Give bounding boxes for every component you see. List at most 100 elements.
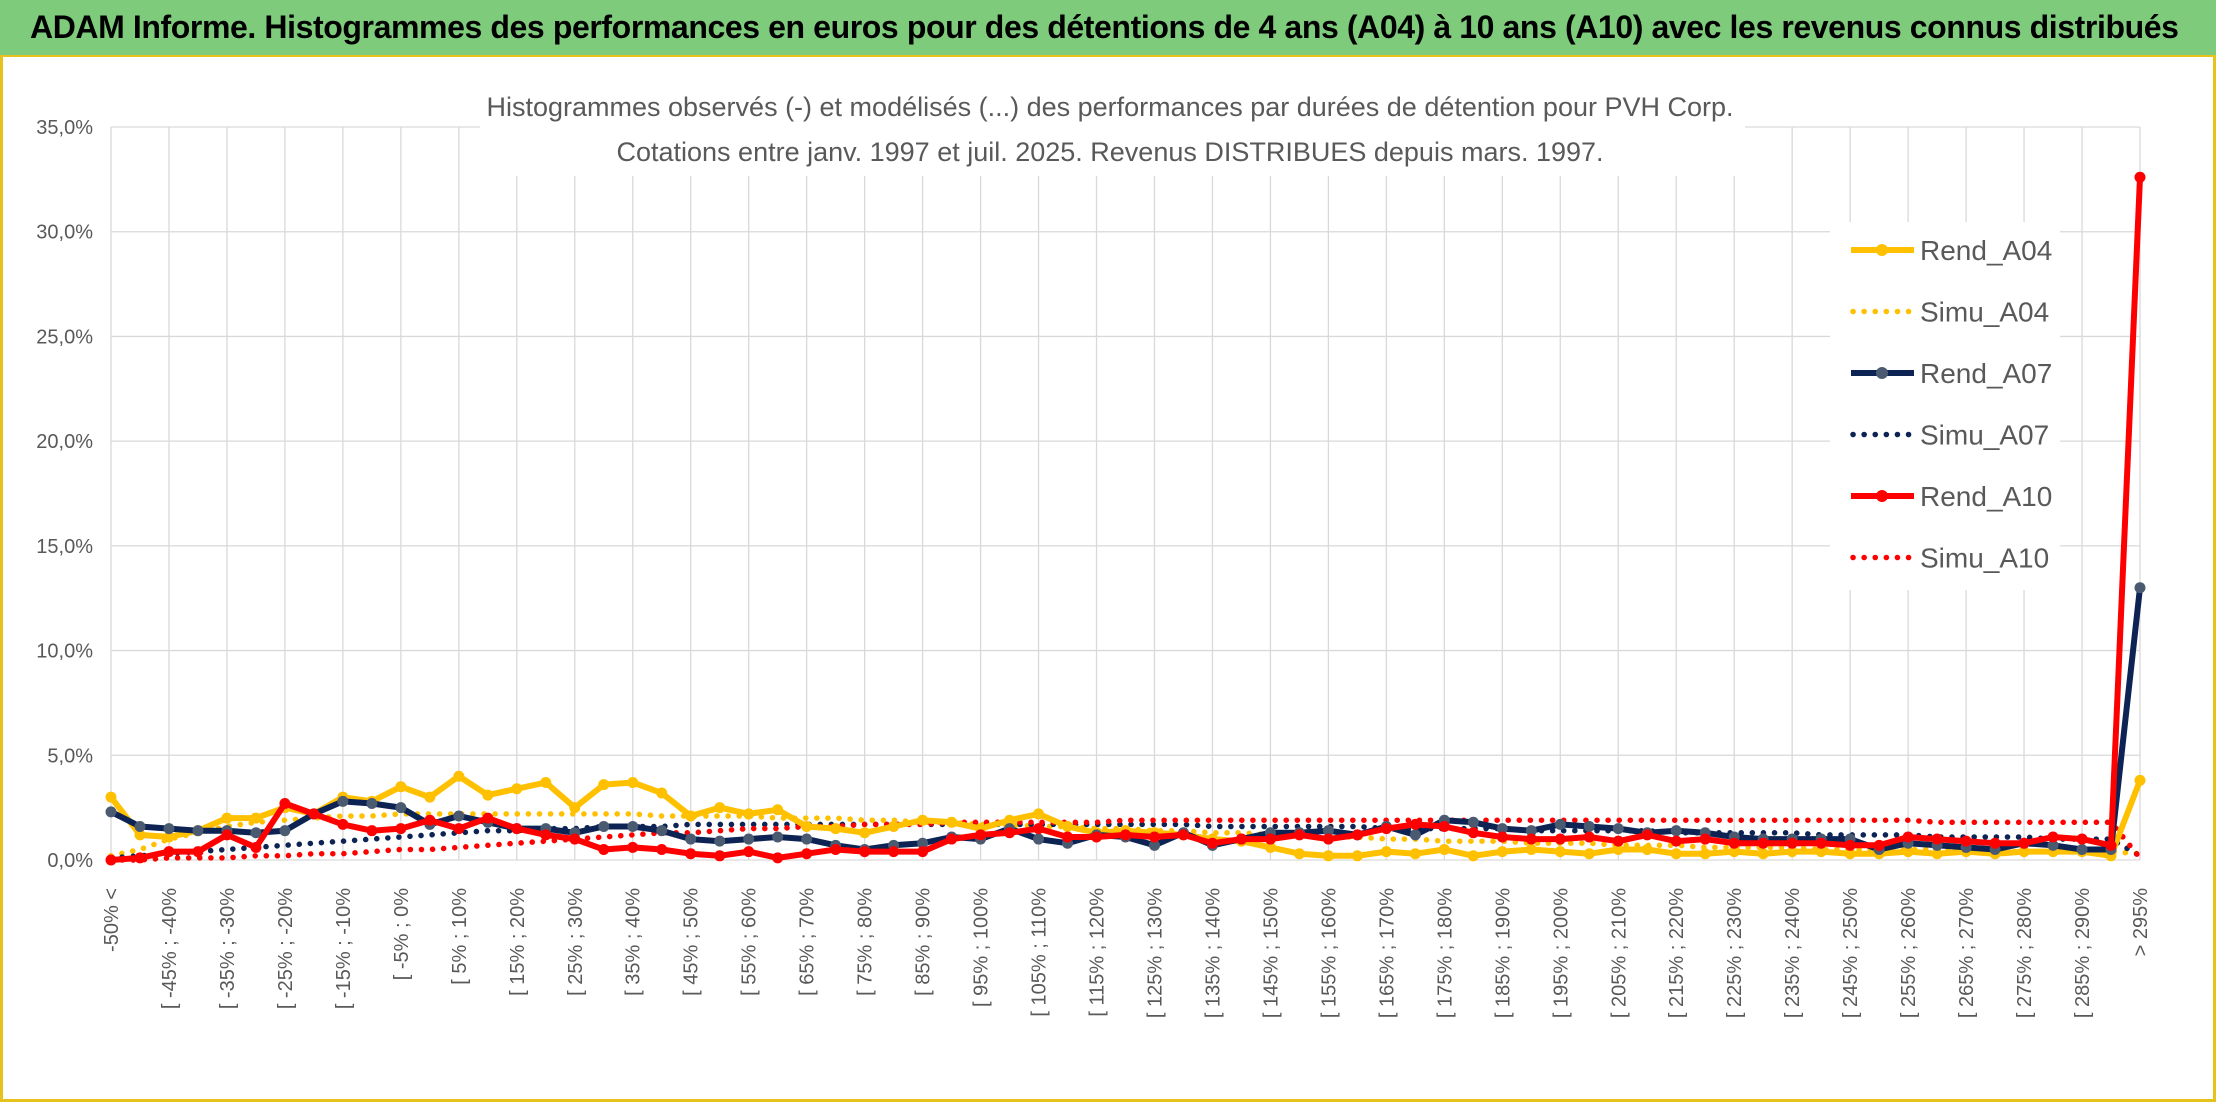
data-point-rend-a10 <box>1004 827 1016 839</box>
data-point-rend-a10 <box>337 818 349 830</box>
data-point-rend-a10 <box>192 846 204 858</box>
data-point-rend-a04 <box>714 802 726 814</box>
x-tick-label: [ 285% ; 290% <box>2072 888 2094 1018</box>
data-point-rend-a04 <box>482 789 494 801</box>
data-point-rend-a04 <box>424 791 436 803</box>
data-point-rend-a07 <box>1148 839 1160 851</box>
data-point-rend-a10 <box>1206 837 1218 849</box>
x-tick-label: [ -35% ; -30% <box>217 888 239 1009</box>
data-point-rend-a10 <box>685 848 697 860</box>
data-point-rend-a10 <box>1960 835 1972 847</box>
data-point-rend-a04 <box>1322 850 1334 862</box>
legend-label-rend-a10: Rend_A10 <box>1920 481 2052 512</box>
data-point-rend-a04 <box>540 777 552 789</box>
y-axis-ticks: 0,0% 5,0% 10,0% 15,0% 20,0% 25,0% 30,0% 35,0% <box>36 117 93 872</box>
data-point-rend-a04 <box>627 777 639 789</box>
data-point-rend-a04 <box>1264 841 1276 853</box>
legend-label-rend-a07: Rend_A07 <box>1920 358 2052 389</box>
data-point-rend-a04 <box>1728 846 1740 858</box>
data-point-rend-a07 <box>714 835 726 847</box>
chart-series <box>105 171 2146 866</box>
data-point-rend-a10 <box>1380 823 1392 835</box>
data-point-rend-a04 <box>1062 820 1074 832</box>
data-point-rend-a04 <box>1902 846 1914 858</box>
data-point-rend-a04 <box>1931 848 1943 860</box>
data-point-rend-a10 <box>656 844 668 856</box>
data-point-rend-a10 <box>1815 837 1827 849</box>
data-point-rend-a04 <box>221 812 233 824</box>
x-tick-label: [ -25% ; -20% <box>275 888 297 1009</box>
x-tick-label: [ 205% ; 210% <box>1608 888 1630 1018</box>
data-point-rend-a10 <box>540 829 552 841</box>
data-point-rend-a10 <box>1062 831 1074 843</box>
data-point-rend-a04 <box>134 829 146 841</box>
x-tick-label: [ 5% ; 10% <box>449 888 471 985</box>
data-point-rend-a10 <box>1409 818 1421 830</box>
x-tick-label: [ 125% ; 130% <box>1144 888 1166 1018</box>
data-point-rend-a10 <box>772 852 784 864</box>
data-point-rend-a04 <box>743 808 755 820</box>
data-point-rend-a04 <box>250 812 262 824</box>
x-tick-label: [ 25% ; 30% <box>565 888 587 996</box>
data-point-rend-a07 <box>250 827 262 839</box>
x-tick-label: [ 85% ; 90% <box>913 888 935 996</box>
data-point-rend-a07 <box>1583 820 1595 832</box>
data-point-rend-a07 <box>1409 829 1421 841</box>
x-tick-label: [ 165% ; 170% <box>1376 888 1398 1018</box>
data-point-rend-a07 <box>1322 825 1334 837</box>
data-point-rend-a07 <box>1670 825 1682 837</box>
data-point-rend-a10 <box>801 848 813 860</box>
data-point-rend-a04 <box>1293 848 1305 860</box>
data-point-rend-a07 <box>656 825 668 837</box>
data-point-rend-a04 <box>453 770 465 782</box>
data-point-rend-a04 <box>656 787 668 799</box>
legend-marker-rend-a04 <box>1876 244 1888 256</box>
data-point-rend-a04 <box>598 779 610 791</box>
data-point-rend-a07 <box>685 833 697 845</box>
data-point-rend-a07 <box>2076 844 2088 856</box>
data-point-rend-a04 <box>511 783 523 795</box>
data-point-rend-a10 <box>511 823 523 835</box>
data-point-rend-a07 <box>598 820 610 832</box>
x-tick-label: [ -15% ; -10% <box>333 888 355 1009</box>
data-point-rend-a10 <box>1670 835 1682 847</box>
data-point-rend-a04 <box>2018 846 2030 858</box>
data-point-rend-a07 <box>743 833 755 845</box>
data-point-rend-a07 <box>917 837 929 849</box>
data-point-rend-a04 <box>1525 844 1537 856</box>
report-banner: ADAM Informe. Histogrammes des performan… <box>0 0 2216 57</box>
x-tick-label: [ 225% ; 230% <box>1724 888 1746 1018</box>
x-tick-label: [ 15% ; 20% <box>507 888 529 996</box>
data-point-rend-a10 <box>1786 837 1798 849</box>
legend-label-rend-a04: Rend_A04 <box>1920 235 2052 266</box>
x-tick-label: [ 275% ; 280% <box>2014 888 2036 1018</box>
data-point-rend-a04 <box>830 823 842 835</box>
y-tick-label: 30,0% <box>36 222 93 244</box>
title-background <box>480 86 1745 176</box>
data-point-rend-a10 <box>1264 833 1276 845</box>
data-point-rend-a10 <box>1496 831 1508 843</box>
data-point-rend-a07 <box>772 831 784 843</box>
y-tick-label: 15,0% <box>36 536 93 558</box>
y-tick-label: 35,0% <box>36 117 93 139</box>
data-point-rend-a10 <box>2105 839 2117 851</box>
chart-legend: Rend_A04 Simu_A04 Rend_A07 Simu_A07 Rend_A10… <box>1830 222 2060 590</box>
data-point-rend-a04 <box>946 816 958 828</box>
data-point-rend-a10 <box>1438 820 1450 832</box>
data-point-rend-a04 <box>1004 814 1016 826</box>
y-tick-label: 0,0% <box>47 850 93 872</box>
data-point-rend-a10 <box>569 833 581 845</box>
data-point-rend-a07 <box>1525 825 1537 837</box>
data-point-rend-a10 <box>743 846 755 858</box>
report-title: ADAM Informe. Histogrammes des performan… <box>30 9 2179 45</box>
data-point-rend-a10 <box>1293 829 1305 841</box>
data-point-rend-a10 <box>1989 837 2001 849</box>
chart-title: Histogrammes observés (-) et modélisés (… <box>486 92 1733 122</box>
x-tick-label: [ 215% ; 220% <box>1666 888 1688 1018</box>
x-tick-label: [ 135% ; 140% <box>1202 888 1224 1018</box>
data-point-rend-a04 <box>859 827 871 839</box>
x-tick-label: [ 255% ; 260% <box>1898 888 1920 1018</box>
data-point-rend-a10 <box>2047 831 2059 843</box>
data-point-rend-a10 <box>714 850 726 862</box>
